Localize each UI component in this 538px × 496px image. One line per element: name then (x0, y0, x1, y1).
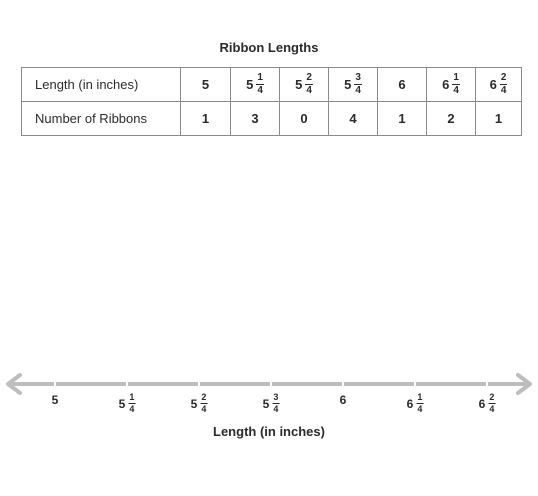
number-line-tick-label: 5 (51, 393, 59, 407)
count-cell: 1 (377, 101, 427, 136)
length-cell: 5 (180, 67, 231, 102)
number-line-tick-label: 6 (339, 393, 347, 407)
count-cell: 4 (328, 101, 378, 136)
length-row-label: Length (in inches) (21, 67, 181, 102)
count-cell: 3 (230, 101, 280, 136)
number-line-label: Length (in inches) (213, 424, 325, 439)
count-row-label: Number of Ribbons (21, 101, 181, 136)
count-row: Number of Ribbons 1 3 0 4 1 2 1 (21, 101, 522, 136)
number-line (6, 373, 532, 395)
count-cell: 1 (180, 101, 231, 136)
count-cell: 2 (426, 101, 476, 136)
right-arrow-icon (516, 373, 532, 395)
table-title: Ribbon Lengths (219, 40, 319, 55)
left-arrow-icon (6, 373, 22, 395)
length-cell: 6 (377, 67, 427, 102)
count-cell: 0 (279, 101, 329, 136)
count-cell: 1 (475, 101, 522, 136)
